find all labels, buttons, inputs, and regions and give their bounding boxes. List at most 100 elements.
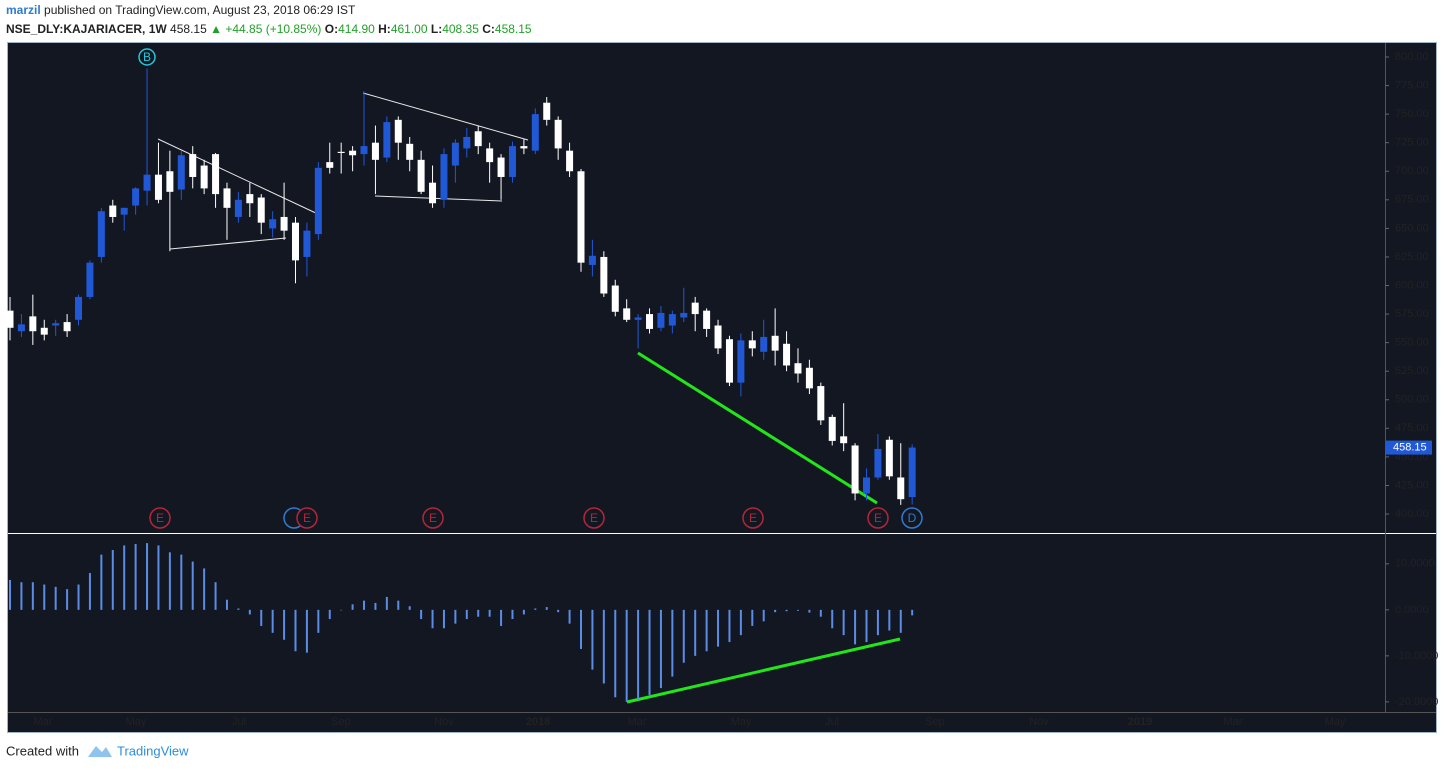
candle-body — [223, 188, 231, 208]
candle-body — [212, 154, 220, 195]
event-marker-label: B — [143, 50, 151, 64]
histogram-bar — [796, 609, 799, 611]
histogram-bar — [66, 589, 69, 610]
event-marker — [138, 48, 156, 66]
candle-body — [143, 174, 151, 191]
footer-text: Created with — [6, 743, 79, 758]
candle-body — [554, 119, 562, 149]
candle-body — [840, 436, 848, 444]
candle-body — [97, 211, 105, 257]
histogram-bar — [237, 608, 240, 610]
candle-body — [429, 182, 437, 204]
histogram-bar — [899, 609, 902, 633]
y-tick-label: 525.00 — [1395, 365, 1429, 377]
y-tick-label: 0.0000 — [1395, 604, 1429, 616]
divergence-line — [637, 351, 878, 505]
y-tick-label: 800.00 — [1395, 51, 1429, 63]
x-tick-label: Mar — [628, 716, 647, 728]
histogram-bar — [488, 609, 491, 617]
histogram-bar — [408, 606, 411, 610]
y-tick-label: 650.00 — [1395, 222, 1429, 234]
candle-body — [634, 317, 642, 320]
histogram-bar — [842, 609, 845, 636]
y-tick-label: 10.0000 — [1395, 558, 1435, 570]
candle-body — [440, 154, 448, 200]
arrow: ▲ — [210, 22, 222, 36]
histogram-bar — [283, 609, 286, 640]
y-tick-label: 700.00 — [1395, 165, 1429, 177]
candle-body — [874, 448, 882, 478]
histogram-bar — [54, 586, 57, 610]
x-tick-label: Sep — [925, 716, 945, 728]
histogram-bar — [248, 609, 251, 615]
histogram-bar — [591, 609, 594, 670]
histogram-bar — [808, 609, 811, 613]
histogram-bar — [340, 609, 343, 611]
x-tick-label: Nov — [434, 716, 454, 728]
histogram-bar — [123, 545, 126, 610]
y-tick-label: 750.00 — [1395, 108, 1429, 120]
histogram-bar — [602, 609, 605, 684]
event-marker — [422, 507, 444, 529]
histogram-bar — [225, 599, 228, 610]
event-marker — [901, 507, 923, 529]
histogram-bar — [317, 609, 320, 633]
histogram-bar — [214, 582, 217, 610]
histogram-bar — [500, 609, 503, 626]
candle-body — [326, 162, 334, 168]
event-marker — [867, 507, 889, 529]
candle-body — [120, 207, 128, 215]
candle-body — [75, 296, 83, 320]
histogram-bar — [911, 609, 914, 616]
footer-brand[interactable]: TradingView — [117, 743, 189, 758]
o-label: O: — [325, 22, 338, 36]
histogram-bar — [648, 609, 651, 695]
y-tick-label: 475.00 — [1395, 422, 1429, 434]
candle-body — [246, 194, 254, 204]
histogram-bar — [260, 609, 263, 626]
candle-body — [497, 157, 505, 177]
candle-body — [189, 154, 197, 177]
y-tick-label: 600.00 — [1395, 279, 1429, 291]
candle-body — [805, 367, 813, 389]
histogram-bar — [351, 604, 354, 610]
y-tick-label: 500.00 — [1395, 394, 1429, 406]
y-tick-label: 425.00 — [1395, 479, 1429, 491]
candle-body — [668, 314, 676, 326]
x-tick-label: Jul — [825, 716, 839, 728]
y-tick-label: 775.00 — [1395, 79, 1429, 91]
candle-body — [817, 386, 825, 421]
event-marker-label: E — [874, 511, 882, 525]
event-marker-label: D — [908, 511, 917, 525]
change: +44.85 (+10.85%) — [225, 22, 321, 36]
candle-body — [771, 335, 779, 351]
o: 414.90 — [338, 22, 375, 36]
histogram-bar — [545, 607, 548, 610]
trend-line — [169, 237, 287, 250]
candle-body — [40, 327, 48, 335]
header-line: marzil published on TradingView.com, Aug… — [6, 3, 356, 17]
x-tick-label: May — [1325, 716, 1346, 728]
histogram-bar — [659, 609, 662, 689]
candle-body — [486, 148, 494, 163]
event-marker — [296, 507, 318, 529]
candle-body — [691, 302, 699, 315]
event-marker — [742, 507, 764, 529]
histogram-bar — [477, 609, 480, 617]
histogram-bar — [637, 609, 640, 700]
histogram-bar — [43, 584, 46, 610]
x-tick-label: May — [126, 716, 147, 728]
l-label: L: — [431, 22, 442, 36]
candle-body — [17, 324, 25, 332]
histogram-bar — [168, 552, 171, 610]
histogram-bar — [876, 609, 879, 636]
candle-body — [748, 340, 756, 349]
histogram-bar — [580, 609, 582, 649]
histogram-bar — [146, 543, 149, 610]
candle-body — [474, 131, 482, 147]
histogram-bar — [534, 608, 537, 610]
symbol-line: NSE_DLY:KAJARIACER, 1W 458.15 ▲ +44.85 (… — [6, 22, 532, 36]
candle-body — [863, 477, 870, 494]
histogram-bar — [100, 554, 103, 610]
histogram-bar — [305, 609, 308, 653]
